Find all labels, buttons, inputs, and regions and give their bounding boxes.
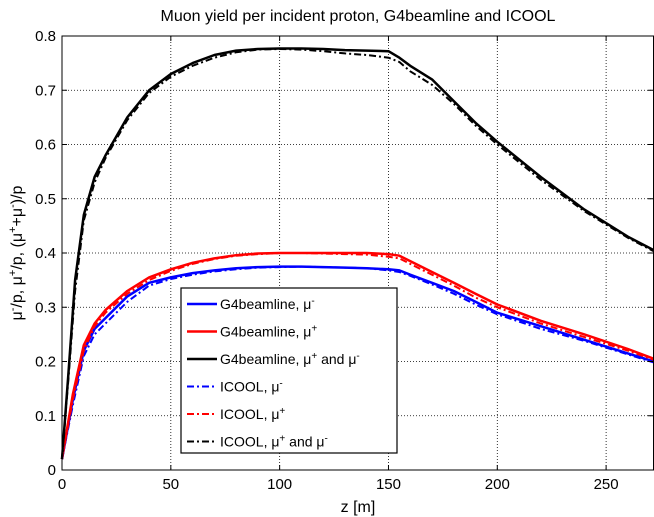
y-axis-label-part: /p, ( (9, 241, 26, 269)
y-axis-label-part: μ (9, 276, 26, 285)
x-tick-label: 100 (267, 476, 292, 493)
y-tick-label: 0.1 (35, 408, 56, 425)
series-line (60, 265, 654, 460)
legend-label: ICOOL, μ+ and μ- (220, 433, 328, 450)
series-layer (60, 47, 654, 460)
legend-label: ICOOL, μ+ (220, 406, 285, 423)
y-axis-label-part: μ (9, 208, 26, 217)
x-tick-label: 50 (162, 476, 179, 493)
x-tick-label: 0 (58, 476, 66, 493)
y-tick-label: 0.6 (35, 137, 56, 154)
series-line (60, 47, 654, 460)
y-tick-label: 0.2 (35, 354, 56, 371)
y-tick-label: 0 (48, 462, 56, 479)
axis-ticks: 0 50 100 150 200 250 0 0.1 0.2 0.3 0.4 0.5 0.6 0.7 0.8 (35, 28, 653, 493)
y-axis-label-part: + (7, 226, 19, 232)
y-axis-label-part: /p, (9, 285, 26, 307)
y-axis-label-part: + (9, 217, 26, 226)
chart-title: Muon yield per incident proton, G4beamli… (161, 8, 556, 25)
y-axis-label-part: )/p (9, 185, 26, 204)
legend-label: ICOOL, μ- (220, 378, 283, 395)
y-axis-label: μ-/p, μ+/p, (μ++μ-)/p (7, 185, 26, 320)
y-axis-label-part: μ (9, 233, 26, 242)
series-line (61, 48, 654, 460)
legend: G4beamline, μ- G4beamline, μ+ G4beamline, … (180, 287, 398, 454)
x-tick-label: 250 (594, 476, 619, 493)
y-axis-label-part: + (7, 270, 19, 276)
y-tick-label: 0.5 (35, 191, 56, 208)
y-tick-label: 0.8 (35, 28, 56, 45)
y-tick-label: 0.7 (35, 82, 56, 99)
legend-box (180, 287, 398, 454)
x-tick-label: 150 (376, 476, 401, 493)
y-tick-label: 0.3 (35, 299, 56, 316)
x-axis-label: z [m] (341, 499, 376, 516)
y-axis-label-part: μ (9, 311, 26, 320)
series-line (61, 252, 654, 460)
series-line (61, 265, 654, 460)
y-axis-label-part: - (7, 307, 19, 311)
legend-label: G4beamline, μ+ (220, 323, 317, 340)
legend-label: G4beamline, μ- (220, 296, 315, 313)
y-axis-label-part: - (7, 204, 19, 208)
y-tick-label: 0.4 (35, 245, 56, 262)
legend-label: G4beamline, μ+ and μ- (220, 351, 360, 368)
x-tick-label: 200 (485, 476, 510, 493)
